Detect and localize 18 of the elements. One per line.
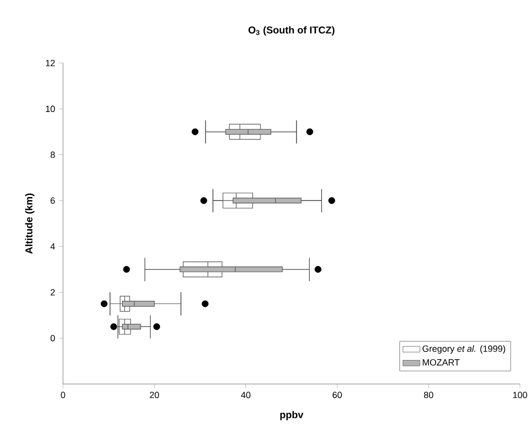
y-tick-label: 0 xyxy=(50,334,55,342)
chart-title: O$_{3}$ (South of ITCZ) xyxy=(248,26,334,36)
y-tick-label: 2 xyxy=(50,289,55,296)
x-tick-label: 20 xyxy=(150,392,160,398)
legend-label: MOZART xyxy=(422,359,460,366)
x-tick-label: 80 xyxy=(424,392,434,398)
x-tick-label: 60 xyxy=(332,392,342,398)
y-tick-label: 10 xyxy=(46,106,55,112)
y-tick-label: 12 xyxy=(46,60,55,66)
x-tick-label: 0 xyxy=(60,392,66,398)
x-tick-label: 100 xyxy=(513,392,528,398)
x-tick-label: 40 xyxy=(241,392,250,398)
legend-label: Gregory et al. (1999) xyxy=(422,345,506,354)
y-axis-title: Altitude (km) xyxy=(25,194,34,254)
x-axis-title: ppbv xyxy=(280,410,304,420)
y-tick-label: 8 xyxy=(50,152,55,158)
y-tick-label: 4 xyxy=(50,243,55,250)
y-tick-label: 6 xyxy=(50,197,55,204)
